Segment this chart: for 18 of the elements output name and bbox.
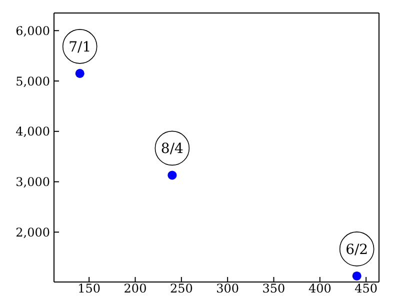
point bbox=[168, 170, 177, 180]
annotation: 8/4 bbox=[160, 141, 184, 158]
x-tick-label: 350 bbox=[262, 282, 286, 296]
x-tick-label: 250 bbox=[170, 282, 193, 296]
x-tick-label: 200 bbox=[124, 282, 147, 296]
y-tick-label: 2,000 bbox=[16, 225, 50, 240]
x-tick-label: 150 bbox=[78, 282, 101, 296]
x-tick-label: 450 bbox=[354, 282, 378, 296]
x-tick-label: 300 bbox=[216, 282, 240, 296]
y-tick-label: 3,000 bbox=[16, 175, 50, 190]
point bbox=[352, 271, 362, 280]
point bbox=[75, 68, 84, 78]
y-tick-label: 6,000 bbox=[16, 24, 50, 38]
annotation: 6/2 bbox=[346, 242, 368, 258]
x-tick-label: 400 bbox=[308, 282, 332, 296]
y-tick-label: 5,000 bbox=[16, 74, 50, 88]
annotation: 7/1 bbox=[68, 39, 92, 56]
y-tick-label: 4,000 bbox=[16, 124, 50, 139]
